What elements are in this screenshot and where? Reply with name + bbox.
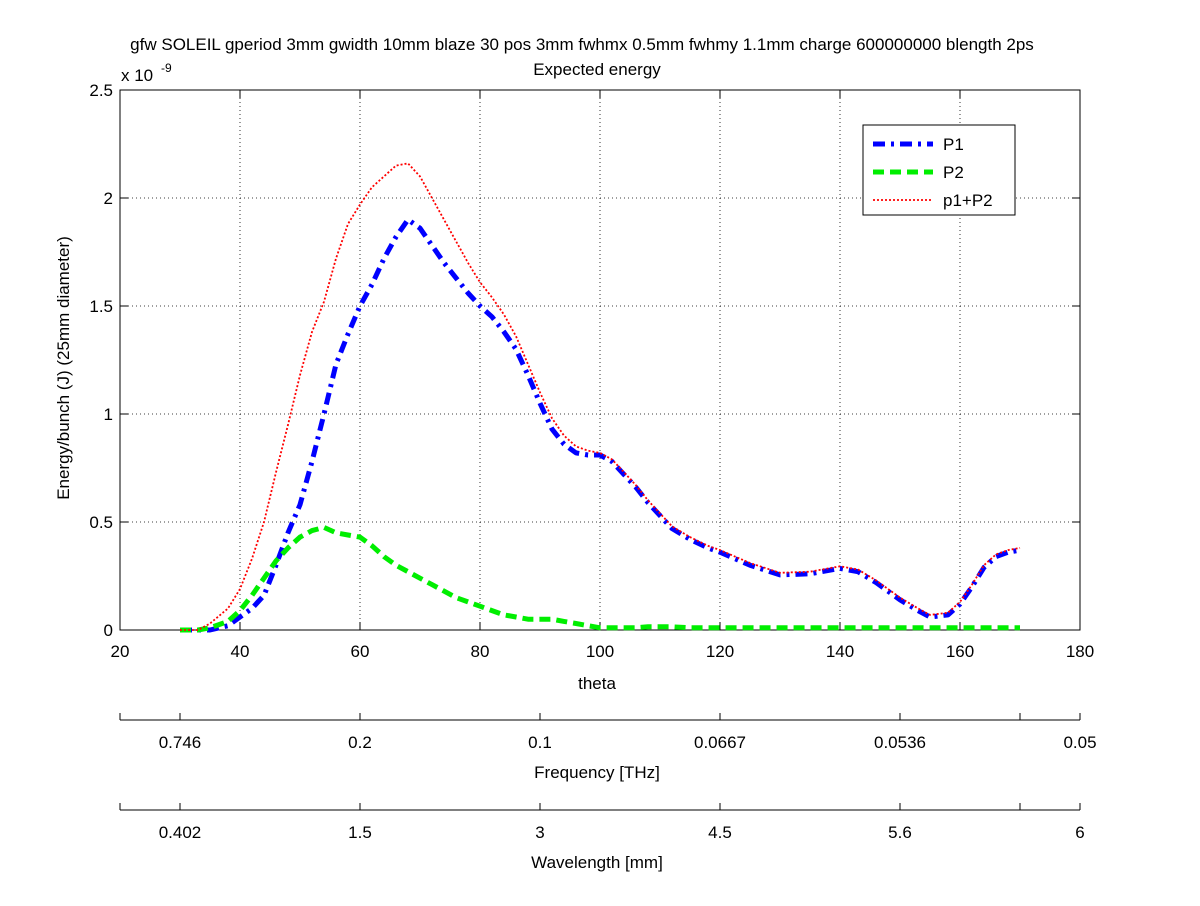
legend-label-p2: P2 — [943, 163, 964, 182]
x-tick-label: 100 — [586, 642, 614, 661]
y-tick-labels: 0 0.5 1 1.5 2 2.5 — [89, 81, 113, 640]
chart-title: gfw SOLEIL gperiod 3mm gwidth 10mm blaze… — [130, 35, 1034, 54]
x-axis-label: theta — [578, 674, 616, 693]
frequency-axis: 0.746 0.2 0.1 0.0667 0.0536 0.05 Frequency [T… — [119, 713, 1097, 782]
wavelength-axis-label: Wavelength [mm] — [531, 853, 663, 872]
wavelength-axis-tick-label: 5.6 — [888, 823, 912, 842]
wavelength-axis-ticks: 0.402 1.5 3 4.5 5.6 6 — [119, 803, 1085, 842]
x-tick-label: 40 — [231, 642, 250, 661]
frequency-axis-tick-label: 0.746 — [159, 733, 202, 752]
series-line-p2 — [180, 524, 1020, 633]
frequency-axis-label: Frequency [THz] — [534, 763, 660, 782]
series-line-sum — [180, 162, 1021, 631]
frequency-axis-tick-label: 0.2 — [348, 733, 372, 752]
frequency-axis-ticks: 0.746 0.2 0.1 0.0667 0.0536 0.05 — [119, 713, 1097, 752]
y-tick-label: 1.5 — [89, 297, 113, 316]
axis-ticks — [119, 89, 1081, 631]
x-tick-label: 180 — [1066, 642, 1094, 661]
y-tick-label: 2 — [104, 189, 113, 208]
legend-box — [862, 124, 1016, 216]
x-tick-label: 80 — [471, 642, 490, 661]
wavelength-axis-tick-label: 1.5 — [348, 823, 372, 842]
y-tick-label: 0.5 — [89, 513, 113, 532]
y-exponent-power: -9 — [161, 61, 172, 75]
chart-subtitle: Expected energy — [533, 60, 661, 79]
legend-label-sum: p1+P2 — [943, 191, 993, 210]
legend-label-p1: P1 — [943, 135, 964, 154]
grid-lines — [120, 90, 1080, 630]
y-tick-label: 2.5 — [89, 81, 113, 100]
y-tick-label: 1 — [104, 405, 113, 424]
wavelength-axis-tick-label: 3 — [535, 823, 544, 842]
frequency-axis-tick-label: 0.1 — [528, 733, 552, 752]
x-tick-labels: 20 40 60 80 100 120 140 160 180 — [111, 642, 1095, 661]
x-tick-label: 20 — [111, 642, 130, 661]
x-tick-label: 140 — [826, 642, 854, 661]
wavelength-axis: 0.402 1.5 3 4.5 5.6 6 Wavelength [mm] — [119, 803, 1085, 872]
wavelength-axis-tick-label: 0.402 — [159, 823, 202, 842]
series-line-p1 — [180, 217, 1021, 633]
frequency-axis-tick-label: 0.0667 — [694, 733, 746, 752]
frequency-axis-tick-label: 0.0536 — [874, 733, 926, 752]
frequency-axis-tick-label: 0.05 — [1063, 733, 1096, 752]
x-tick-label: 120 — [706, 642, 734, 661]
y-tick-label: 0 — [104, 621, 113, 640]
y-exponent-label: x 10 — [121, 66, 153, 85]
series-lines — [180, 162, 1021, 633]
y-axis-label: Energy/bunch (J) (25mm diameter) — [54, 236, 73, 500]
x-tick-label: 60 — [351, 642, 370, 661]
x-tick-label: 160 — [946, 642, 974, 661]
wavelength-axis-tick-label: 4.5 — [708, 823, 732, 842]
legend: P1 P2 p1+P2 — [862, 124, 1016, 216]
wavelength-axis-tick-label: 6 — [1075, 823, 1084, 842]
